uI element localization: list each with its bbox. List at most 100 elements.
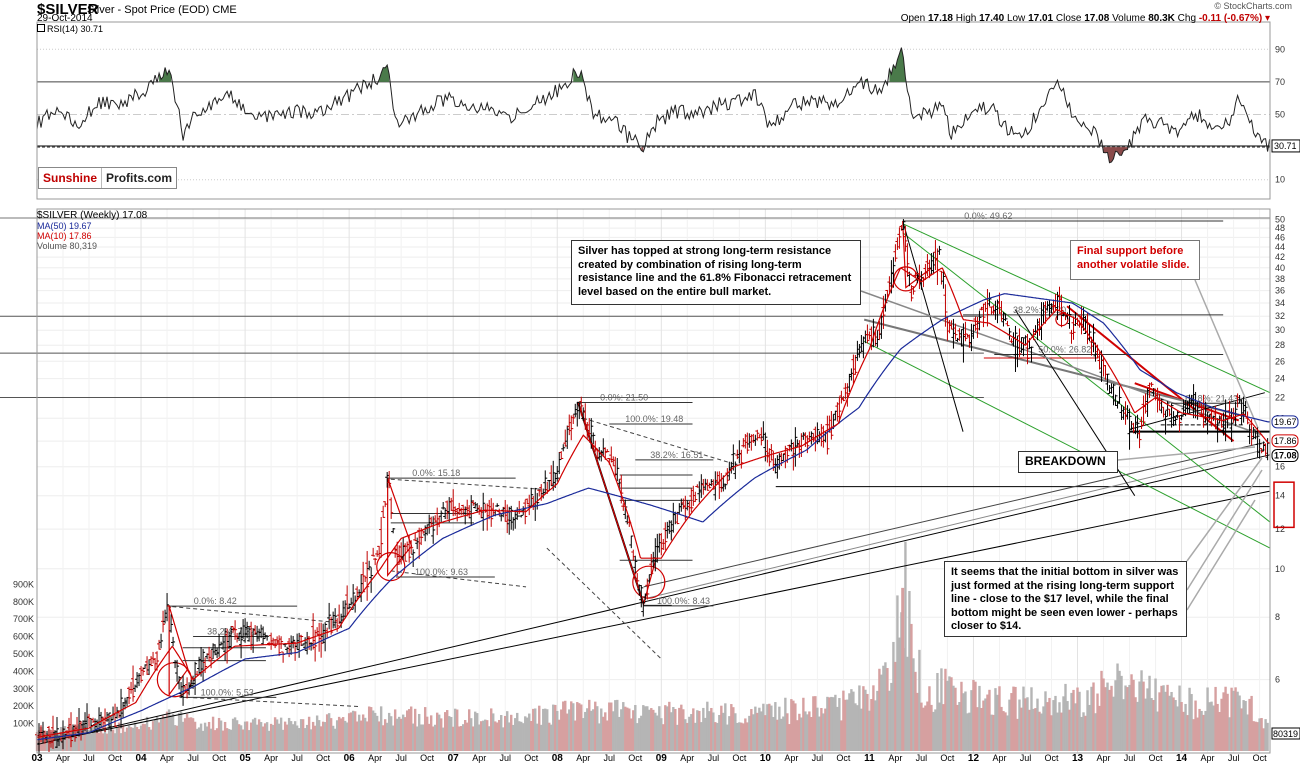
volume-bar — [159, 718, 163, 751]
volume-bar — [1206, 687, 1209, 751]
price-candle — [119, 688, 124, 729]
volume-bar — [542, 708, 545, 751]
price-candle — [677, 503, 682, 515]
x-tick-label: 10 — [760, 753, 772, 763]
price-candle — [255, 625, 260, 642]
volume-bar — [818, 716, 821, 751]
chart-date: 29-Oct-2014 — [37, 13, 93, 24]
volume-bar — [271, 724, 275, 751]
volume-bar — [1168, 695, 1171, 751]
volume-bar — [866, 693, 869, 751]
price-candle — [769, 444, 774, 461]
price-candle — [289, 635, 294, 655]
volume-bar — [377, 721, 381, 751]
volume-bar — [267, 730, 271, 751]
price-candle — [1005, 320, 1010, 327]
price-candle — [573, 403, 578, 418]
volume-bar — [351, 710, 355, 751]
volume-bar — [1204, 710, 1207, 751]
sunshine-profits-logo: Sunshine Profits.com — [38, 167, 178, 189]
volume-bar — [956, 704, 959, 751]
volume-bar — [526, 717, 529, 751]
volume-bar — [1040, 713, 1043, 751]
price-candle — [333, 608, 338, 629]
volume-bar — [103, 728, 107, 751]
volume-bar — [474, 711, 477, 751]
volume-bar — [764, 715, 767, 751]
red-circle-2008 — [632, 565, 666, 599]
volume-bar — [111, 729, 115, 751]
volume-bar — [456, 709, 459, 751]
price-tick-label: 48 — [1275, 223, 1285, 233]
price-candle — [293, 641, 298, 661]
volume-bar — [732, 707, 735, 751]
price-tick-label: 44 — [1275, 242, 1285, 252]
volume-bar — [1026, 697, 1029, 751]
price-candle — [489, 498, 494, 527]
volume-bar — [307, 716, 311, 751]
volume-bar — [468, 709, 471, 751]
price-candle — [1013, 325, 1018, 372]
volume-bar — [261, 726, 265, 751]
x-tick-label: 05 — [240, 753, 252, 763]
volume-bar — [1038, 711, 1041, 751]
volume-bar — [700, 722, 703, 751]
volume-bar — [223, 721, 227, 751]
volume-bar — [714, 722, 717, 751]
price-candle — [865, 324, 870, 344]
price-candle — [171, 636, 176, 647]
volume-bar — [355, 721, 359, 751]
volume-bar — [678, 707, 681, 751]
volume-bar — [768, 703, 771, 751]
price-candle — [1157, 393, 1162, 411]
volume-bar — [1186, 715, 1189, 751]
fib-level-label: 100.0%: 19.48 — [625, 414, 683, 424]
volume-bar — [514, 718, 517, 751]
volume-bar — [363, 717, 367, 751]
price-candle — [1229, 408, 1234, 443]
price-candle — [219, 641, 224, 646]
volume-bar — [277, 723, 281, 751]
fib-level-label: 100.0%: 9.63 — [415, 567, 468, 577]
volume-tick-label: 700K — [13, 614, 34, 624]
volume-bar — [1124, 685, 1127, 751]
price-candle — [1003, 313, 1008, 322]
volume-bar — [1230, 687, 1233, 751]
volume-bar — [926, 701, 929, 751]
volume-bar — [125, 727, 129, 751]
price-candle — [425, 524, 430, 536]
volume-bar — [894, 661, 897, 751]
volume-bar — [1116, 663, 1119, 751]
volume-bar — [938, 702, 941, 751]
price-candle — [1019, 337, 1024, 353]
volume-bar — [1018, 699, 1021, 751]
volume-bar — [123, 731, 127, 751]
volume-bar — [908, 590, 911, 751]
volume-bar — [205, 726, 209, 751]
x-tick-label: Jul — [812, 753, 824, 763]
volume-bar — [149, 729, 153, 751]
x-tick-label: 12 — [968, 753, 980, 763]
description-text: Silver - Spot Price (EOD) — [87, 4, 210, 16]
price-candle — [317, 622, 322, 652]
volume-bar — [225, 728, 229, 751]
price-candle — [901, 219, 906, 230]
volume-bar — [796, 720, 799, 751]
volume-bar — [460, 726, 463, 751]
volume-bar — [980, 707, 983, 751]
price-candle — [1021, 338, 1026, 357]
volume-bar — [395, 718, 399, 751]
volume-bar — [161, 715, 165, 751]
annotation-top-resistance: Silver has topped at strong long-term re… — [571, 240, 861, 305]
volume-bar — [1046, 702, 1049, 751]
price-candle — [131, 665, 136, 702]
volume-bar — [1058, 702, 1061, 751]
price-candle — [491, 502, 496, 517]
price-candle — [515, 507, 520, 520]
volume-bar — [1252, 721, 1255, 751]
price-candle — [833, 410, 838, 421]
price-candle — [767, 448, 772, 467]
volume-bar — [315, 715, 319, 751]
volume-bar — [147, 727, 151, 751]
price-candle — [685, 500, 690, 511]
